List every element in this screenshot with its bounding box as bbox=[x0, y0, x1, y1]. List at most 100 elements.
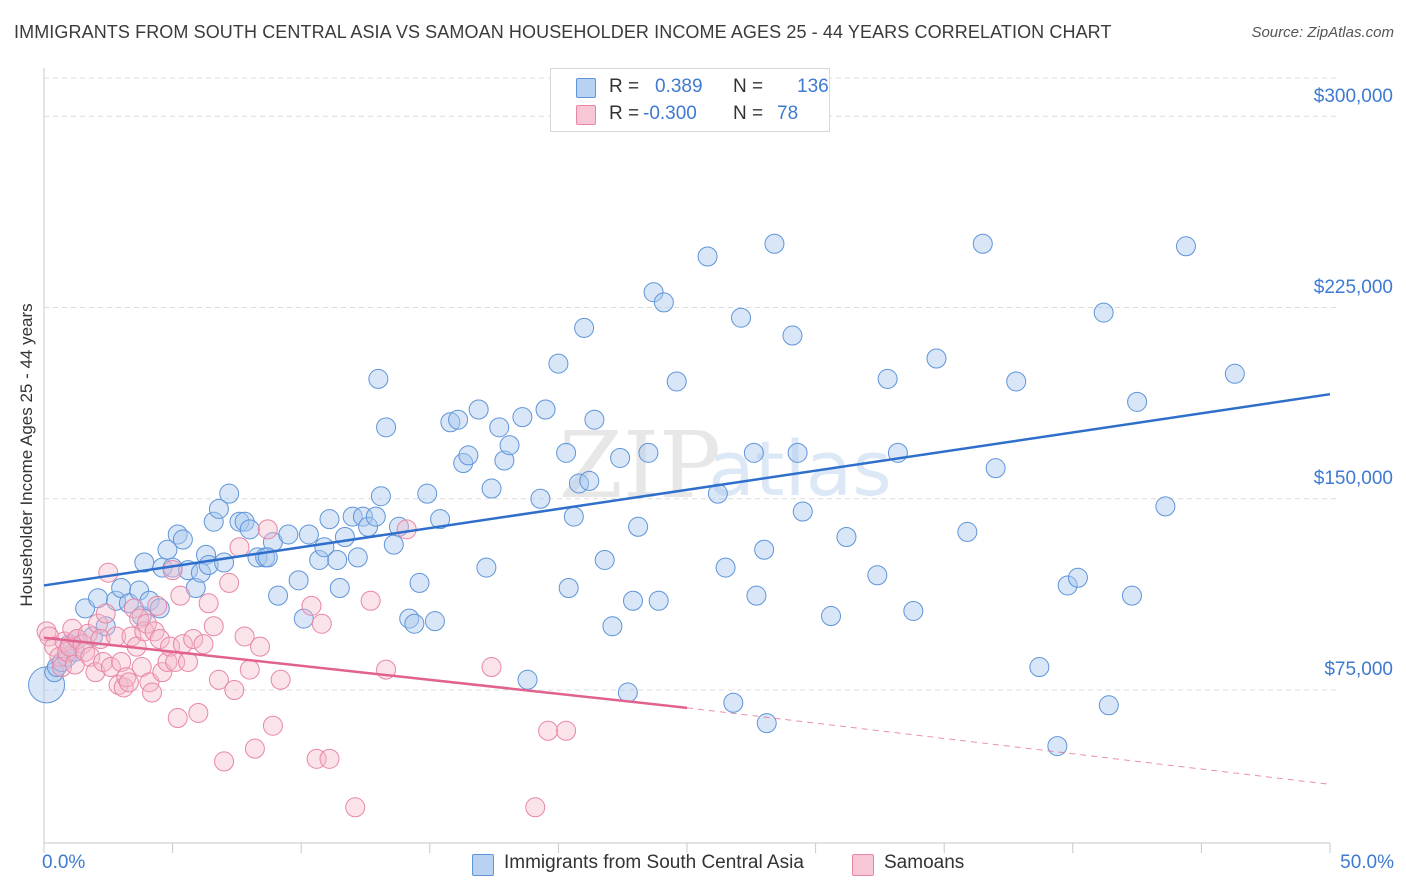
y-tick-label: $75,000 bbox=[1324, 659, 1393, 680]
blue-point bbox=[579, 470, 600, 491]
blue-point bbox=[563, 506, 584, 527]
blue-point bbox=[430, 509, 451, 530]
blue-point bbox=[535, 399, 556, 420]
blue-point bbox=[376, 417, 397, 438]
pink-swatch bbox=[852, 854, 874, 876]
pink-point bbox=[80, 646, 101, 667]
pink-point bbox=[100, 657, 121, 678]
blue-point bbox=[1175, 236, 1196, 257]
blue-point bbox=[617, 682, 638, 703]
blue-point bbox=[481, 478, 502, 499]
pink-point bbox=[556, 720, 577, 741]
blue-point bbox=[517, 669, 538, 690]
blue-swatch bbox=[576, 78, 596, 98]
x-tick-label: 50.0% bbox=[1340, 852, 1394, 873]
blue-point bbox=[1224, 363, 1245, 384]
blue-point bbox=[782, 325, 803, 346]
blue-point bbox=[985, 458, 1006, 479]
blue-point bbox=[298, 524, 319, 545]
blue-point bbox=[203, 511, 224, 532]
blue-trend-line bbox=[43, 392, 1331, 587]
pink-point bbox=[234, 626, 255, 647]
blue-point bbox=[723, 692, 744, 713]
blue-point bbox=[288, 570, 309, 591]
blue-point bbox=[792, 501, 813, 522]
pink-point bbox=[39, 626, 60, 647]
pink-point bbox=[239, 659, 260, 680]
blue-point bbox=[342, 506, 363, 527]
y-tick-label: $225,000 bbox=[1313, 277, 1393, 298]
pink-point bbox=[360, 590, 381, 611]
blue-point bbox=[653, 292, 674, 313]
blue-point bbox=[602, 616, 623, 637]
pink-point bbox=[52, 657, 73, 678]
r-label: R = bbox=[609, 103, 640, 124]
pink-point bbox=[157, 651, 178, 672]
pink-point bbox=[481, 657, 502, 678]
pink-point bbox=[301, 595, 322, 616]
watermark-atlas: atlas bbox=[708, 424, 892, 513]
pink-point bbox=[98, 562, 119, 583]
pink-point bbox=[203, 616, 224, 637]
r-value: 0.389 bbox=[655, 76, 703, 97]
pink-point bbox=[224, 680, 245, 700]
blue-point bbox=[370, 486, 391, 507]
blue-point bbox=[638, 442, 659, 463]
blue-swatch bbox=[472, 854, 494, 876]
blue-point bbox=[383, 534, 404, 555]
pink-point bbox=[147, 595, 168, 616]
blue-point bbox=[957, 521, 978, 542]
pink-point bbox=[538, 720, 559, 741]
pink-point bbox=[193, 634, 214, 655]
blue-point bbox=[756, 713, 777, 734]
pink-trend-extension bbox=[686, 707, 1331, 785]
pink-point bbox=[170, 585, 191, 606]
blue-point bbox=[424, 611, 445, 632]
blue-point bbox=[1006, 371, 1027, 392]
pink-point bbox=[162, 560, 183, 581]
pink-point bbox=[85, 662, 106, 683]
r-value: -0.300 bbox=[643, 103, 697, 124]
pink-point bbox=[244, 738, 265, 759]
blue-point bbox=[404, 613, 425, 634]
pink-point bbox=[311, 613, 332, 634]
blue-point bbox=[1093, 302, 1114, 323]
pink-point bbox=[198, 593, 219, 614]
blue-point bbox=[278, 524, 299, 545]
blue-point bbox=[1155, 496, 1176, 517]
blue-point bbox=[731, 307, 752, 328]
blue-point bbox=[530, 488, 551, 509]
blue-point bbox=[494, 450, 515, 471]
blue-point bbox=[468, 399, 489, 420]
blue-point bbox=[172, 529, 193, 550]
blue-point bbox=[319, 509, 340, 530]
blue-point bbox=[697, 246, 718, 267]
blue-point bbox=[754, 539, 775, 560]
pink-point bbox=[257, 519, 278, 540]
blue-point bbox=[268, 585, 289, 606]
blue-point bbox=[499, 435, 520, 456]
pink-point bbox=[44, 636, 65, 657]
pink-point bbox=[121, 626, 142, 647]
pink-point bbox=[219, 572, 240, 593]
blue-point bbox=[972, 233, 993, 254]
pink-point bbox=[111, 651, 132, 672]
pink-point bbox=[88, 613, 109, 634]
blue-point bbox=[548, 353, 569, 374]
blue-point bbox=[489, 417, 510, 438]
blue-point bbox=[622, 590, 643, 611]
blue-point bbox=[334, 527, 355, 547]
blue-point bbox=[417, 483, 438, 504]
blue-point bbox=[743, 442, 764, 463]
blue-point bbox=[1121, 585, 1142, 606]
pink-point bbox=[167, 708, 188, 729]
pink-point bbox=[525, 797, 546, 818]
blue-point bbox=[556, 442, 577, 463]
blue-point bbox=[1098, 695, 1119, 716]
pink-point bbox=[118, 672, 139, 693]
blue-point bbox=[368, 368, 389, 389]
blue-point bbox=[610, 447, 631, 468]
blue-point bbox=[512, 407, 533, 428]
blue-point bbox=[877, 368, 898, 389]
